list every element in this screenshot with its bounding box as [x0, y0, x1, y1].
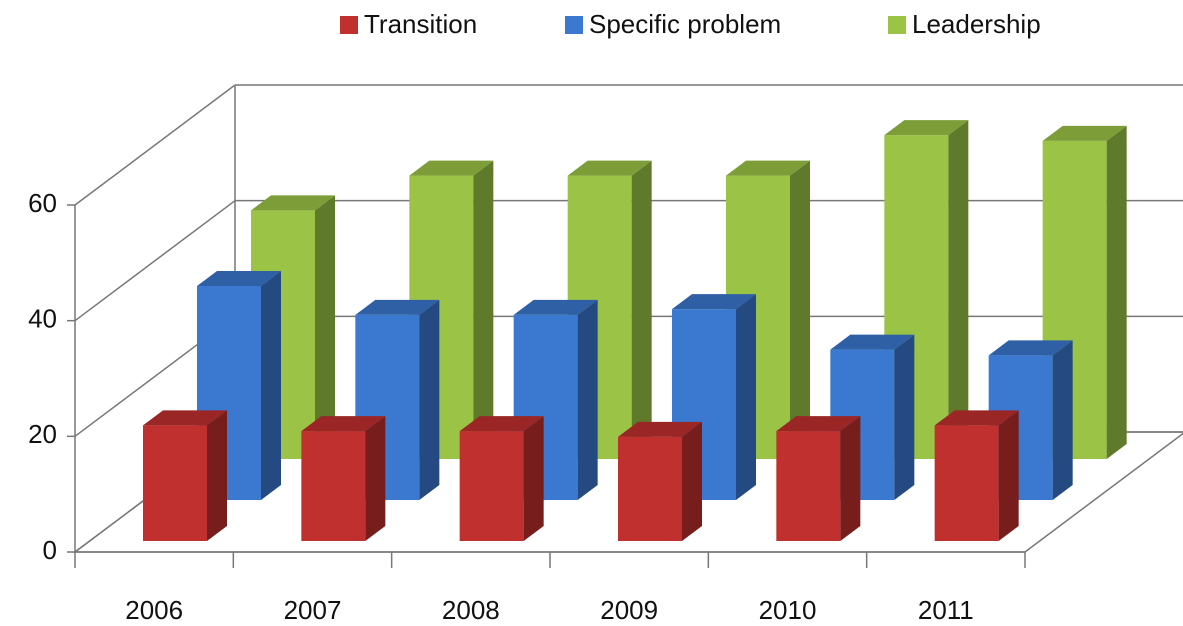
bar	[197, 271, 281, 500]
x-tick-label: 2008	[442, 595, 500, 625]
legend-label: Transition	[364, 9, 477, 39]
bar	[1042, 125, 1127, 460]
x-tick-label: 2010	[759, 595, 817, 625]
bar-side	[682, 421, 702, 541]
bar	[459, 416, 544, 541]
bar-top	[726, 160, 810, 176]
bar-side	[998, 410, 1019, 541]
bar-side	[790, 160, 810, 459]
bar	[934, 410, 1019, 541]
bar	[301, 416, 386, 541]
bar-top	[197, 271, 281, 287]
bar-front	[618, 436, 682, 541]
bar	[618, 421, 702, 541]
grid-line	[74, 200, 236, 322]
x-tick-label: 2007	[284, 595, 342, 625]
bar-top	[459, 416, 544, 432]
y-tick-label: 0	[43, 535, 57, 565]
bar-top	[776, 416, 861, 432]
bar-top	[1042, 125, 1127, 141]
bar-top	[513, 299, 598, 315]
bar-side	[948, 120, 969, 459]
bar-front	[459, 431, 524, 541]
bar-side	[207, 410, 227, 541]
bar-top	[355, 299, 440, 315]
bar-top	[301, 416, 386, 432]
legend-swatch	[565, 16, 583, 34]
bar-side	[894, 334, 915, 500]
bar-side	[736, 294, 756, 500]
bar-side	[1052, 340, 1073, 500]
bar-top	[672, 294, 756, 310]
bar-front	[934, 425, 999, 541]
bar-top	[409, 160, 494, 176]
x-tick-label: 2009	[600, 595, 658, 625]
legend-label: Specific problem	[589, 9, 781, 39]
bar-top	[934, 410, 1019, 426]
y-tick-label: 60	[28, 188, 57, 218]
bar-top	[618, 421, 702, 437]
bar-top	[830, 334, 915, 350]
grid-line	[74, 84, 236, 206]
x-tick-label: 2011	[918, 595, 974, 625]
bar-side	[523, 416, 544, 541]
bar-side	[261, 271, 281, 500]
x-tick-label: 2006	[125, 595, 183, 625]
bar-side	[419, 299, 440, 500]
y-tick-label: 40	[28, 304, 57, 334]
bar-side	[1106, 125, 1127, 460]
bar-top	[251, 195, 335, 211]
bar	[143, 410, 227, 541]
bar	[776, 416, 861, 541]
legend-swatch	[888, 16, 906, 34]
bar-side	[365, 416, 386, 541]
bar-side	[473, 160, 494, 459]
bar-top	[988, 340, 1073, 356]
legend-label: Leadership	[912, 9, 1041, 39]
bar-top	[143, 410, 227, 426]
bar-side	[840, 416, 861, 541]
y-tick-label: 20	[28, 419, 57, 449]
bar-side	[631, 160, 652, 459]
bar-top	[567, 160, 652, 176]
legend-swatch	[340, 16, 358, 34]
bar-top	[884, 120, 969, 136]
bar-side	[577, 299, 598, 500]
bar-front	[776, 431, 841, 541]
bar-front	[143, 425, 207, 541]
bar-side	[315, 195, 335, 460]
bar-front	[301, 431, 366, 541]
